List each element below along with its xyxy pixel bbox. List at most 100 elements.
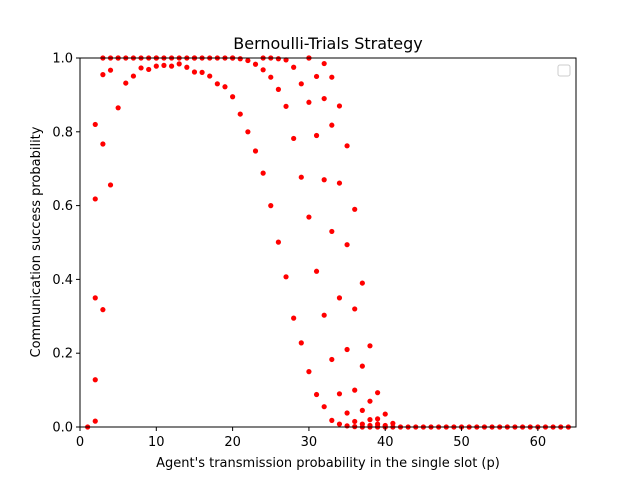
y-tick-label: 0.0 <box>52 421 73 436</box>
y-axis-label: Communication success probability <box>29 126 44 357</box>
data-point <box>313 268 320 274</box>
data-point <box>92 196 98 202</box>
x-axis-label: Agent's transmission probability in the … <box>156 456 500 471</box>
data-point <box>168 63 175 69</box>
data-point <box>107 182 114 188</box>
data-point <box>130 73 137 79</box>
data-point <box>237 56 243 62</box>
data-point <box>306 99 312 105</box>
data-point <box>367 417 373 423</box>
data-point <box>321 312 327 318</box>
data-point <box>352 387 358 393</box>
data-point <box>390 420 396 426</box>
data-point <box>329 228 335 235</box>
data-point <box>367 398 373 404</box>
data-point <box>321 177 327 183</box>
data-point <box>260 67 266 73</box>
x-tick-label: 60 <box>530 435 547 450</box>
data-point <box>184 64 190 70</box>
data-point <box>352 206 358 212</box>
data-point <box>336 295 343 301</box>
data-point <box>92 377 98 383</box>
plot-frame <box>79 57 577 428</box>
data-point <box>222 84 228 90</box>
data-point <box>252 61 259 67</box>
data-point <box>191 69 198 75</box>
data-point <box>92 418 98 424</box>
data-point <box>313 391 320 398</box>
data-point <box>268 74 274 80</box>
data-point <box>329 356 335 363</box>
data-point <box>291 64 297 70</box>
data-point <box>329 122 335 128</box>
x-tick-label: 50 <box>453 435 470 450</box>
data-point <box>298 174 304 180</box>
data-point <box>275 56 281 62</box>
data-point <box>100 307 106 313</box>
data-point <box>321 404 327 410</box>
data-point <box>237 111 243 117</box>
data-point <box>329 74 335 80</box>
y-tick-label: 0.4 <box>52 273 73 288</box>
data-point <box>123 80 129 86</box>
y-tick-label: 0.2 <box>52 347 73 362</box>
x-axis: 0 10 20 30 40 50 60 <box>76 427 546 450</box>
legend-box <box>557 64 571 77</box>
y-tick-label: 1.0 <box>52 52 73 67</box>
data-point <box>375 390 381 396</box>
data-point <box>344 346 350 353</box>
data-point <box>344 410 350 416</box>
data-point <box>298 340 304 346</box>
data-point <box>107 67 114 73</box>
data-point <box>336 180 343 186</box>
data-point <box>199 69 205 75</box>
data-point <box>336 421 343 427</box>
data-point <box>313 132 320 139</box>
data-point <box>382 411 388 417</box>
data-point <box>336 103 343 109</box>
data-point <box>367 343 373 349</box>
data-point <box>359 363 365 369</box>
y-tick-label: 0.8 <box>52 125 73 140</box>
data-point <box>359 421 365 427</box>
data-point <box>352 306 358 312</box>
data-point <box>146 66 152 73</box>
data-point <box>291 315 297 321</box>
data-point <box>359 407 365 413</box>
data-point <box>283 103 289 109</box>
data-point <box>260 170 266 176</box>
data-point <box>375 421 381 427</box>
data-point <box>321 60 327 67</box>
data-point <box>252 148 259 154</box>
data-point <box>245 57 251 64</box>
x-tick-label: 30 <box>301 435 318 450</box>
data-point <box>291 135 297 142</box>
plot-area <box>85 55 571 430</box>
data-point <box>344 143 350 149</box>
data-point <box>176 61 182 67</box>
data-point <box>344 423 350 429</box>
data-point <box>275 239 281 245</box>
data-point <box>161 62 167 68</box>
data-point <box>344 242 350 248</box>
data-point <box>329 417 335 423</box>
y-axis: 0.0 0.2 0.4 0.6 0.8 1.0 <box>52 52 80 436</box>
data-point <box>283 57 289 63</box>
data-point <box>100 141 106 147</box>
x-tick-label: 40 <box>377 435 394 450</box>
data-point <box>245 129 251 135</box>
data-point <box>214 81 220 87</box>
data-point <box>100 72 106 78</box>
chart-title: Bernoulli-Trials Strategy <box>233 34 423 53</box>
data-point <box>92 121 98 128</box>
data-point <box>321 95 327 102</box>
data-point <box>313 73 320 80</box>
data-point <box>115 105 121 111</box>
data-point <box>359 280 365 286</box>
data-point <box>352 418 358 425</box>
data-point <box>275 86 281 92</box>
data-point <box>153 63 159 69</box>
data-point <box>306 369 312 375</box>
